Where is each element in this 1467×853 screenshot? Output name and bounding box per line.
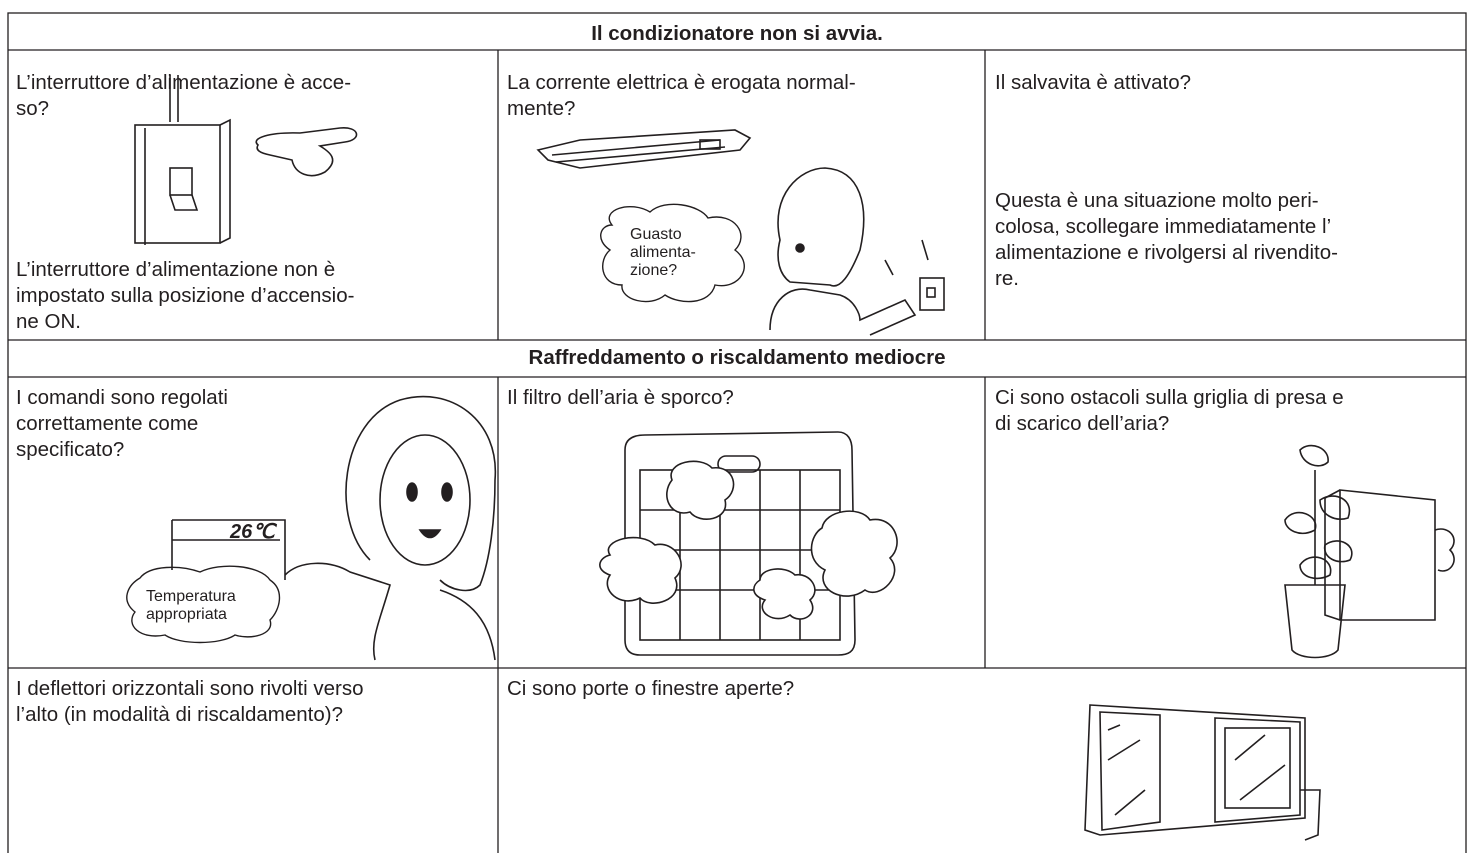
answer: ne ON. xyxy=(16,310,81,333)
question: L’interruttore d’alimentazione è acce- xyxy=(16,71,352,94)
question: mente? xyxy=(507,97,576,120)
question: so? xyxy=(16,97,50,120)
question: correttamente come xyxy=(16,412,199,435)
question: Ci sono ostacoli sulla griglia di presa … xyxy=(995,386,1344,409)
answer: re. xyxy=(995,267,1019,290)
answer: colosa, scollegare immediatamente l’ xyxy=(995,215,1332,238)
question: I comandi sono regolati xyxy=(16,386,228,409)
answer: Questa è una situazione molto peri- xyxy=(995,189,1319,212)
bubble-text: Guasto xyxy=(630,226,682,243)
answer: impostato sulla posizione d’accensio- xyxy=(16,284,355,307)
question: l’alto (in modalità di riscaldamento)? xyxy=(16,703,344,726)
answer: L’interruttore d’alimentazione non è xyxy=(16,258,336,281)
section-title: Il condizionatore non si avvia. xyxy=(591,22,883,45)
display-text: 26℃ xyxy=(230,521,275,543)
question: Il filtro dell’aria è sporco? xyxy=(507,386,734,409)
section-title: Raffreddamento o riscaldamento mediocre xyxy=(528,346,946,369)
question: La corrente elettrica è erogata normal- xyxy=(507,71,856,94)
question: di scarico dell’aria? xyxy=(995,412,1170,435)
bubble-text: appropriata xyxy=(146,606,227,623)
bubble-text: zione? xyxy=(630,262,678,279)
question: Ci sono porte o finestre aperte? xyxy=(507,677,795,700)
question: Il salvavita è attivato? xyxy=(995,71,1191,94)
question: I deflettori orizzontali sono rivolti ve… xyxy=(16,677,364,700)
answer: alimentazione e rivolgersi al rivendito- xyxy=(995,241,1338,264)
question: specificato? xyxy=(16,438,125,461)
bubble-text: Temperatura xyxy=(146,588,236,605)
bubble-text: alimenta- xyxy=(630,244,696,261)
